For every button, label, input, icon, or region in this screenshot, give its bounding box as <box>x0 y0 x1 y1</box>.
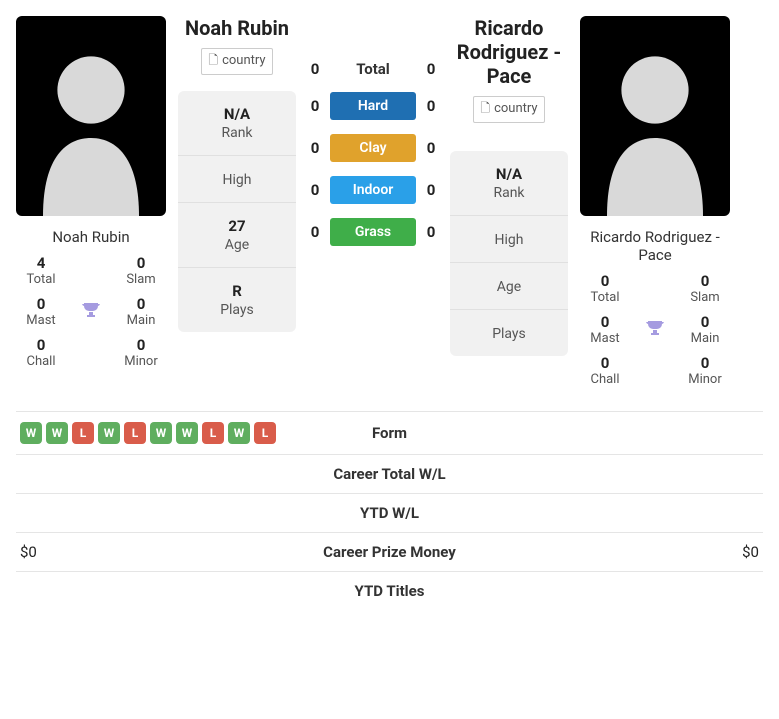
h2h-total-p2: 0 <box>424 60 438 78</box>
p2-high-block: High <box>450 216 568 263</box>
form-chip-w[interactable]: W <box>98 422 120 444</box>
p2-chall-titles: 0Chall <box>580 354 630 387</box>
h2h-hard-p1: 0 <box>308 97 322 115</box>
player2-photo <box>580 16 730 216</box>
p1-slam-titles: 0Slam <box>116 254 166 287</box>
compare-ytd-titles-label: YTD Titles <box>280 582 500 600</box>
compare-form-label: Form <box>280 424 500 442</box>
player2-mid-col: Ricardo Rodriguez - Pace country N/ARank… <box>450 16 568 356</box>
compare-career-prize-row: $0 Career Prize Money $0 <box>16 533 763 572</box>
p2-slam-titles: 0Slam <box>680 272 730 305</box>
form-chip-w[interactable]: W <box>228 422 250 444</box>
h2h-indoor-p2: 0 <box>424 181 438 199</box>
player1-name-header: Noah Rubin <box>178 16 296 40</box>
player2-name-under: Ricardo Rodriguez - Pace <box>580 228 730 264</box>
p2-minor-titles: 0Minor <box>680 354 730 387</box>
compare-form-row: WWLWLWWLWL Form <box>16 412 763 455</box>
p2-main-titles: 0Main <box>680 313 730 346</box>
form-chip-l[interactable]: L <box>124 422 146 444</box>
broken-image-icon: country <box>473 96 544 123</box>
form-chip-l[interactable]: L <box>254 422 276 444</box>
player1-photo <box>16 16 166 216</box>
broken-image-icon: country <box>201 48 272 75</box>
surface-total-label: Total <box>330 60 416 78</box>
h2h-indoor-p1: 0 <box>308 181 322 199</box>
compare-ytd-titles-row: YTD Titles <box>16 572 763 610</box>
p1-main-titles: 0Main <box>116 295 166 328</box>
player1-mid-col: Noah Rubin country N/ARank High 27Age RP… <box>178 16 296 332</box>
player1-info-stack: N/ARank High 27Age RPlays <box>178 91 296 332</box>
p2-mast-titles: 0Mast <box>580 313 630 346</box>
surface-clay-chip[interactable]: Clay <box>330 134 416 162</box>
h2h-hard-row: 0 Hard 0 <box>308 92 438 120</box>
form-chip-w[interactable]: W <box>20 422 42 444</box>
compare-career-wl-label: Career Total W/L <box>280 465 500 483</box>
trophy-icon <box>630 313 680 346</box>
p2-age-block: Age <box>450 263 568 310</box>
form-chip-w[interactable]: W <box>46 422 68 444</box>
p1-form-chips: WWLWLWWLWL <box>20 422 280 444</box>
h2h-indoor-row: 0 Indoor 0 <box>308 176 438 204</box>
player2-name-header: Ricardo Rodriguez - Pace <box>450 16 568 88</box>
player2-titles-grid: 0Total 0Slam 0Mast 0Main 0Chall 0Minor <box>580 272 730 387</box>
h2h-hard-p2: 0 <box>424 97 438 115</box>
p1-chall-titles: 0Chall <box>16 336 66 369</box>
h2h-total-row: 0 Total 0 <box>308 60 438 78</box>
p1-high-block: High <box>178 156 296 203</box>
player2-card: Ricardo Rodriguez - Pace 0Total 0Slam 0M… <box>580 16 730 387</box>
p1-total-titles: 4Total <box>16 254 66 287</box>
trophy-icon <box>66 295 116 328</box>
player1-titles-grid: 4Total 0Slam 0Mast 0Main 0Chall 0Minor <box>16 254 166 369</box>
player1-name-under: Noah Rubin <box>16 228 166 246</box>
p1-age-block: 27Age <box>178 203 296 268</box>
p1-mast-titles: 0Mast <box>16 295 66 328</box>
h2h-clay-p2: 0 <box>424 139 438 157</box>
form-chip-l[interactable]: L <box>72 422 94 444</box>
compare-career-prize-label: Career Prize Money <box>280 543 500 561</box>
p2-plays-block: Plays <box>450 310 568 356</box>
surface-grass-chip[interactable]: Grass <box>330 218 416 246</box>
avatar-placeholder-icon <box>31 36 151 216</box>
h2h-grass-p2: 0 <box>424 223 438 241</box>
form-chip-w[interactable]: W <box>150 422 172 444</box>
h2h-total-p1: 0 <box>308 60 322 78</box>
h2h-grass-row: 0 Grass 0 <box>308 218 438 246</box>
p2-total-titles: 0Total <box>580 272 630 305</box>
p1-rank-block: N/ARank <box>178 91 296 156</box>
form-chip-w[interactable]: W <box>176 422 198 444</box>
surface-hard-chip[interactable]: Hard <box>330 92 416 120</box>
head-to-head-top: Noah Rubin 4Total 0Slam 0Mast 0Main 0Cha… <box>0 0 779 403</box>
player2-flag: country <box>473 96 544 123</box>
compare-career-wl-row: Career Total W/L <box>16 455 763 494</box>
player2-info-stack: N/ARank High Age Plays <box>450 151 568 356</box>
p1-plays-block: RPlays <box>178 268 296 332</box>
p1-career-prize: $0 <box>20 543 280 561</box>
h2h-grass-p1: 0 <box>308 223 322 241</box>
p1-minor-titles: 0Minor <box>116 336 166 369</box>
compare-table: WWLWLWWLWL Form Career Total W/L YTD W/L… <box>16 411 763 610</box>
h2h-clay-row: 0 Clay 0 <box>308 134 438 162</box>
compare-ytd-wl-label: YTD W/L <box>280 504 500 522</box>
surface-indoor-chip[interactable]: Indoor <box>330 176 416 204</box>
p2-career-prize: $0 <box>500 543 760 561</box>
h2h-clay-p1: 0 <box>308 139 322 157</box>
p2-rank-block: N/ARank <box>450 151 568 216</box>
h2h-surface-column: 0 Total 0 0 Hard 0 0 Clay 0 0 Indoor 0 0… <box>308 16 438 246</box>
player1-flag: country <box>178 48 296 75</box>
avatar-placeholder-icon <box>595 36 715 216</box>
form-chip-l[interactable]: L <box>202 422 224 444</box>
player1-card: Noah Rubin 4Total 0Slam 0Mast 0Main 0Cha… <box>16 16 166 369</box>
compare-ytd-wl-row: YTD W/L <box>16 494 763 533</box>
